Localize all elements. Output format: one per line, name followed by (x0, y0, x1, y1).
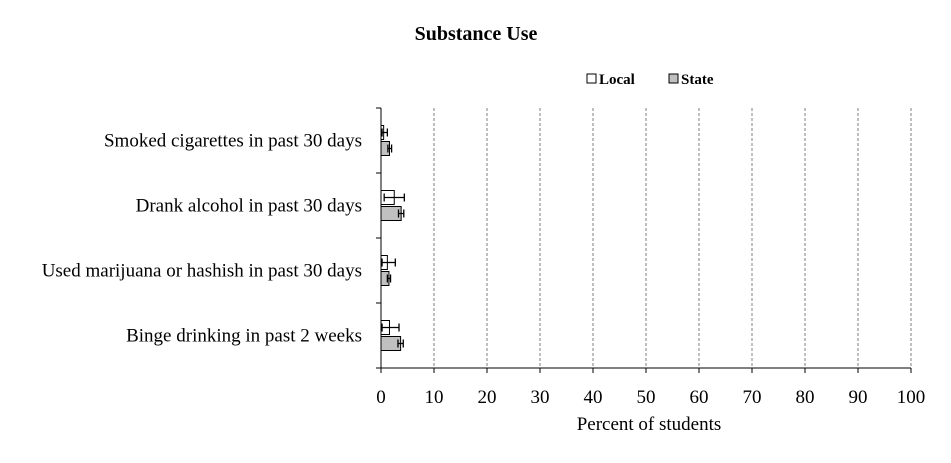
x-tick-label: 30 (531, 387, 550, 408)
x-tick-label: 80 (796, 387, 815, 408)
x-tick-label: 10 (425, 387, 444, 408)
bars (380, 125, 405, 351)
x-axis-title: Percent of students (577, 414, 722, 435)
x-tick-label: 0 (376, 387, 386, 408)
legend: Local State (586, 72, 714, 88)
x-tick-label: 50 (637, 387, 656, 408)
chart-title: Substance Use (415, 23, 538, 45)
legend-swatch-state (668, 73, 679, 84)
category-labels: Smoked cigarettes in past 30 days Drank a… (42, 131, 362, 347)
x-tick-label: 100 (897, 387, 926, 408)
x-tick-label: 70 (743, 387, 762, 408)
x-tick-labels: 0 10 20 30 40 50 60 70 80 90 100 (376, 387, 925, 408)
grid (433, 108, 912, 368)
x-tick-label: 20 (478, 387, 497, 408)
category-label: Used marijuana or hashish in past 30 day… (42, 261, 362, 282)
x-tick-label: 60 (690, 387, 709, 408)
legend-label-state: State (681, 72, 714, 88)
x-tick-label: 40 (584, 387, 603, 408)
x-tick-label: 90 (849, 387, 868, 408)
category-label: Smoked cigarettes in past 30 days (104, 131, 362, 152)
legend-swatch-local (586, 73, 597, 84)
axes (376, 107, 912, 373)
category-label: Binge drinking in past 2 weeks (126, 326, 362, 347)
legend-label-local: Local (599, 72, 635, 88)
category-label: Drank alcohol in past 30 days (136, 196, 362, 217)
